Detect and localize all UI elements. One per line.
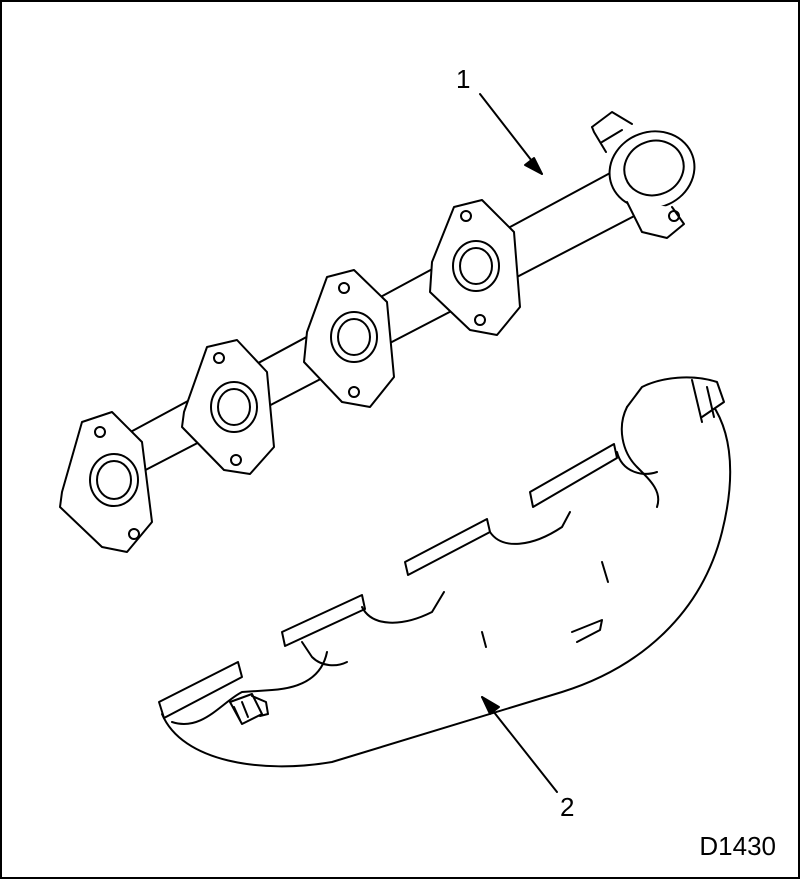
callout-1-leader <box>479 93 543 175</box>
callout-1-label: 1 <box>456 64 471 94</box>
lower-manifold <box>158 376 732 768</box>
callout-2-label: 2 <box>560 792 575 822</box>
callout-2-leader <box>481 696 558 793</box>
port-pad-2 <box>281 594 366 667</box>
upper-manifold <box>59 111 696 553</box>
port-pad-1 <box>158 661 243 719</box>
sensor-fitting <box>229 693 269 725</box>
flange-2 <box>181 339 275 475</box>
flange-1 <box>59 411 153 553</box>
port-pad-4 <box>489 443 658 545</box>
flange-4 <box>429 199 521 336</box>
flange-3 <box>303 269 395 408</box>
port-pad-3 <box>361 518 491 624</box>
figure-id-label: D1430 <box>699 831 776 861</box>
